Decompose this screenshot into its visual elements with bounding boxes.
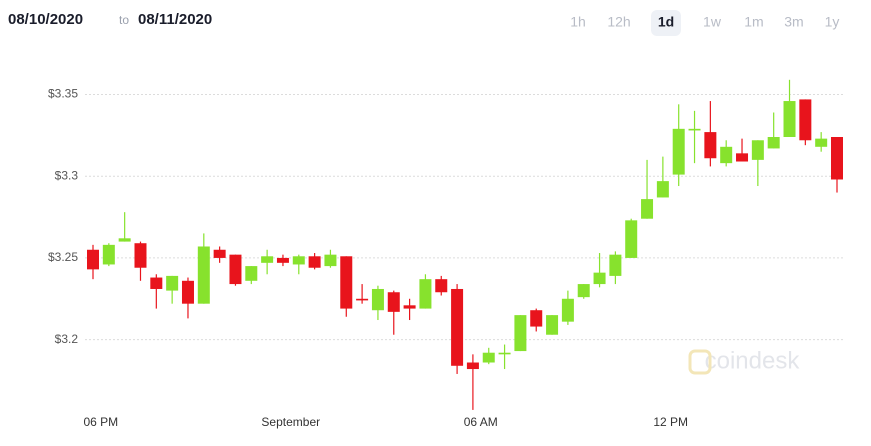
x-tick-label: 06 AM [464,415,498,429]
watermark: coindesk [705,347,801,374]
range-selector: 1h 12h 1d 1w 1m 3m 1y [570,10,839,36]
candle-body [783,101,796,137]
candle-body [656,181,669,198]
candle-body [134,243,147,268]
range-selected-bg [651,10,681,36]
candle-body [166,275,179,291]
range-button[interactable]: 1m [744,14,763,30]
watermark-logo [688,349,712,375]
candle-body [324,254,337,267]
candle-body [577,284,590,298]
candle-body [688,128,701,131]
candle-body [276,257,289,263]
candle-body [498,352,511,355]
y-tick-label: $3.25 [48,250,78,264]
y-tick-label: $3.35 [48,87,78,101]
candle-body [292,256,305,265]
candle-body [197,246,210,304]
candle-body [815,138,828,147]
range-button[interactable]: 3m [784,14,803,30]
candle-body [625,220,638,258]
candle-body [451,288,464,366]
candle-body [561,298,574,322]
candle-body [87,249,99,270]
candle-body [118,238,131,242]
candle-body [245,266,258,281]
candle-body [181,280,194,304]
candle-body [799,99,812,141]
date-from: 08/10/2020 [8,11,83,28]
candle-body [831,137,843,180]
range-button[interactable]: 1w [703,14,722,30]
candle-body [340,256,353,309]
candle-body [720,146,733,164]
candle-body [609,254,622,276]
range-button[interactable]: 12h [607,14,630,30]
y-tick-label: $3.3 [55,168,79,182]
candle-body [641,199,654,219]
x-tick-label: 06 PM [83,415,118,429]
candle-body [150,277,163,289]
candle-body [593,272,606,285]
candle-body [229,254,242,285]
candle-body [387,292,400,312]
y-tick-label: $3.2 [55,332,79,346]
date-to-word: to [119,13,129,27]
candle-body [435,279,448,293]
candle-body [213,249,226,258]
candle-body [704,132,717,159]
candle-body [261,256,274,263]
candle-body [546,315,559,335]
candle-body [514,315,527,352]
candle-body [466,362,479,370]
candle-body [530,310,543,327]
candle-body [102,244,115,265]
candle-body [736,153,749,162]
range-button[interactable]: 1y [825,14,840,30]
candle-body [482,352,495,363]
candle-body [356,298,369,301]
candle-body [308,256,321,268]
candle-body [371,288,384,311]
range-button[interactable]: 1d [658,14,674,30]
candle-body [419,279,432,309]
candle-body [751,140,764,160]
x-tick-label: 12 PM [653,415,688,429]
candle-body [403,305,416,309]
date-to: 08/11/2020 [138,11,212,28]
range-button[interactable]: 1h [570,14,586,30]
candle-body [767,137,780,149]
x-tick-label: September [261,415,320,429]
candle-body [672,128,685,175]
